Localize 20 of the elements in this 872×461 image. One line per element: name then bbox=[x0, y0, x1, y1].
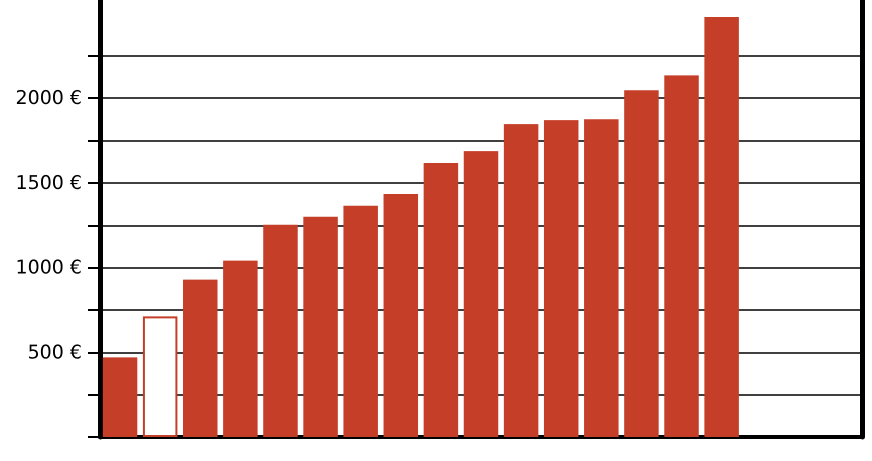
bar bbox=[664, 75, 699, 437]
bar bbox=[142, 316, 178, 437]
bar bbox=[183, 280, 218, 437]
bar bbox=[424, 162, 458, 437]
bar bbox=[223, 260, 258, 437]
bar bbox=[704, 16, 739, 437]
bar bbox=[384, 194, 418, 437]
bar bbox=[303, 216, 338, 437]
bar bbox=[504, 124, 538, 437]
y-tick-label: 1500 € bbox=[16, 172, 82, 194]
bar bbox=[544, 120, 578, 437]
bar bbox=[464, 151, 498, 437]
bar bbox=[343, 206, 378, 437]
bar bbox=[263, 224, 298, 437]
bar bbox=[584, 119, 619, 437]
y-tick-label: 2000 € bbox=[16, 87, 82, 110]
y-tick-label: 1000 € bbox=[16, 256, 82, 279]
y-tick-label: 500 € bbox=[28, 341, 82, 364]
bar bbox=[624, 90, 659, 437]
bar bbox=[102, 357, 138, 437]
